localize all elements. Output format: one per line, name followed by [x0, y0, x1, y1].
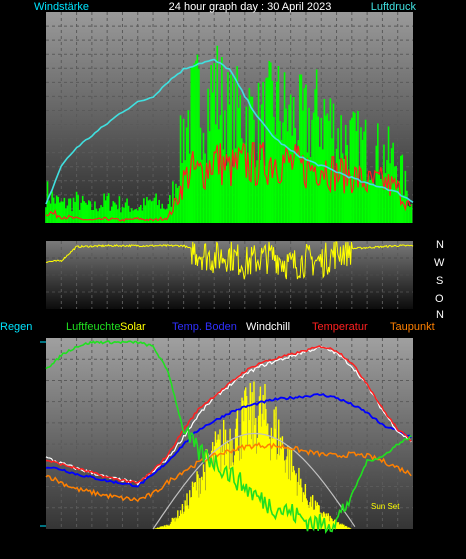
- windchill-line: [45, 345, 412, 486]
- dewpoint-line: [45, 441, 412, 503]
- legend-temp-boden: Temp. Boden: [172, 321, 237, 333]
- legend-windchill: Windchill: [246, 321, 290, 333]
- legend-taupunkt: Taupunkt: [390, 321, 435, 333]
- ground-temp-line: [45, 393, 412, 488]
- solar-theoretical-curve: [152, 432, 356, 530]
- direction-letter-w: W: [434, 257, 445, 269]
- wind-speed-line: [45, 142, 412, 222]
- chart-title: 24 hour graph day : 30 April 2023: [169, 1, 332, 13]
- legend-luftfeuchte: Luftfeuchte: [66, 321, 120, 333]
- wind-direction-line: [45, 241, 414, 280]
- pressure-line: [45, 58, 414, 205]
- right-axis-title: Luftdruck: [371, 1, 417, 13]
- direction-letter-o: O: [435, 293, 444, 305]
- legend-temperatur: Temperatur: [312, 321, 368, 333]
- left-axis-title: Windstärke: [34, 1, 89, 13]
- direction-letter-n-bottom: N: [436, 309, 444, 321]
- humidity-line: [45, 340, 412, 535]
- legend-regen: Regen: [0, 321, 32, 333]
- direction-letter-n-top: N: [436, 239, 444, 251]
- sunset-annotation: Sun Set: [371, 502, 400, 511]
- legend-solar: Solar: [120, 321, 146, 333]
- temperature-line: [45, 345, 412, 484]
- direction-letter-s: S: [436, 275, 443, 287]
